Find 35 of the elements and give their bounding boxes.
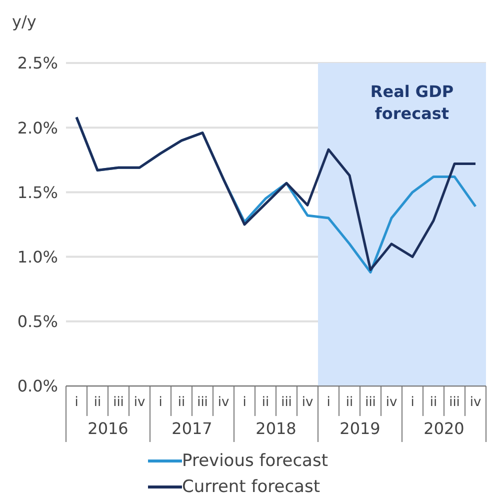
x-tick-label: iii <box>281 395 292 410</box>
y-tick-label: 2.0% <box>17 118 58 138</box>
x-tick-label: i <box>410 395 414 410</box>
x-tick-label: iv <box>302 395 314 410</box>
y-tick-label: 1.0% <box>17 247 58 266</box>
y-tick-label: 0.5% <box>17 312 58 332</box>
text: 2017 <box>172 419 212 438</box>
x-tick-label: i <box>326 395 330 410</box>
x-tick-label: i <box>74 395 78 410</box>
x-tick-label: iv <box>134 395 146 410</box>
x-tick-label: ii <box>346 395 354 410</box>
annotation: Real GDP forecast <box>370 82 454 123</box>
text: 2016 <box>88 419 128 438</box>
x-tick-label: i <box>242 395 246 410</box>
y-axis-title: y/y <box>12 12 36 31</box>
x-tick-label: ii <box>430 395 438 410</box>
x-tick-label: ii <box>262 395 270 410</box>
x-tick-label: iii <box>449 395 460 410</box>
text: 2020 <box>424 419 464 438</box>
x-tick-label: iv <box>218 395 230 410</box>
y-tick-label: 2.5% <box>17 54 58 73</box>
x-tick-label: i <box>158 395 162 410</box>
x-tick-label: iii <box>113 395 124 410</box>
x-tick-label: iii <box>197 395 208 410</box>
text: 2019 <box>340 419 380 438</box>
x-tick-label: iv <box>386 395 398 410</box>
x-tick-label: ii <box>178 395 186 410</box>
x-tick-label: iii <box>365 395 376 410</box>
y-tick-label: 0.0% <box>17 376 58 396</box>
x-tick-label: iv <box>470 395 482 410</box>
legend-label: Previous forecast <box>182 450 328 473</box>
text: 2018 <box>256 419 296 438</box>
legend-label: Current forecast <box>182 476 320 499</box>
x-tick-label: ii <box>94 395 102 410</box>
y-tick-label: 1.5% <box>17 182 58 202</box>
